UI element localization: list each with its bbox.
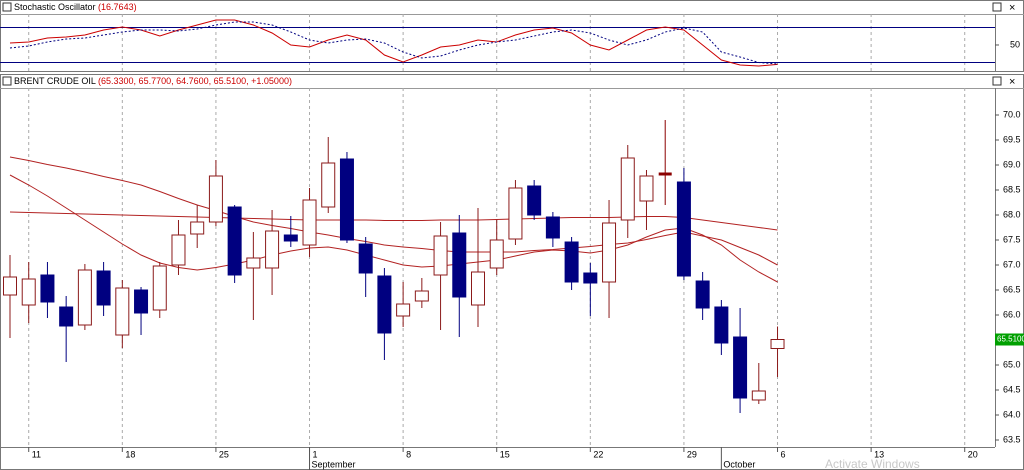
candle-body	[59, 306, 74, 327]
candle-body	[433, 235, 448, 276]
candle-body	[283, 234, 298, 242]
candle-body	[246, 257, 261, 269]
price-panel	[0, 74, 1024, 470]
candle-body	[452, 232, 467, 298]
panel-title: Stochastic Oscillator (16.7643)	[14, 2, 137, 12]
maximize-button[interactable]	[992, 2, 1002, 12]
y-tick-label: 65.0	[1003, 359, 1021, 369]
x-tick-label: 1	[313, 449, 318, 459]
y-tick-label: 70.0	[1003, 109, 1021, 119]
candle-body	[321, 162, 336, 208]
x-tick-label: 8	[406, 449, 411, 459]
x-tick-label: 20	[968, 449, 978, 459]
close-button[interactable]: ×	[1009, 2, 1015, 14]
panel-title: BRENT CRUDE OIL (65.3300, 65.7700, 64.76…	[14, 76, 292, 86]
candle-body	[545, 216, 560, 239]
candle-body	[3, 276, 17, 296]
y-tick-label: 69.0	[1003, 159, 1021, 169]
moving-average	[9, 156, 778, 266]
moving-average	[9, 174, 778, 283]
maximize-button[interactable]	[992, 76, 1002, 86]
x-tick-label: 15	[500, 449, 510, 459]
x-tick-label: 6	[781, 449, 786, 459]
candle-body	[152, 265, 167, 311]
candle-body	[751, 390, 766, 401]
candle-body	[77, 269, 92, 326]
y-tick-label: 68.5	[1003, 184, 1021, 194]
candle-body	[489, 239, 504, 269]
y-tick-label: 68.0	[1003, 209, 1021, 219]
month-label: September	[312, 459, 356, 469]
candle-body	[620, 157, 635, 221]
candle-body	[564, 241, 579, 283]
candle-body	[302, 199, 317, 246]
candle-body	[40, 274, 55, 303]
candle-body	[471, 271, 485, 306]
candle-body	[171, 234, 186, 266]
y-tick-label: 66.5	[1003, 284, 1021, 294]
candle-body	[396, 303, 411, 317]
moving-average	[9, 211, 778, 231]
y-tick-label: 63.5	[1003, 434, 1021, 444]
candle-body	[96, 270, 111, 306]
candle-body	[733, 336, 748, 399]
oscillator-line	[9, 19, 778, 67]
last-price-box	[995, 333, 1024, 346]
candle-body	[134, 289, 149, 314]
candle-body	[115, 287, 130, 336]
candle-body	[190, 221, 205, 235]
last-price-label: 65.5100	[997, 335, 1024, 344]
month-label: October	[723, 459, 755, 469]
y-tick-label: 69.5	[1003, 134, 1021, 144]
x-tick-label: 13	[874, 449, 884, 459]
candle-body	[583, 272, 598, 284]
candle-body	[602, 222, 617, 283]
y-tick-label: 67.0	[1003, 259, 1021, 269]
panel-icon[interactable]	[2, 76, 12, 86]
candle-body	[676, 181, 691, 277]
y-tick-label: 67.5	[1003, 234, 1021, 244]
candle-body	[339, 158, 354, 241]
candle-body	[208, 175, 223, 223]
panel-icon[interactable]	[2, 2, 12, 12]
candle-body	[770, 339, 785, 349]
candle-body	[695, 280, 710, 309]
candle-body	[227, 206, 242, 276]
close-button[interactable]: ×	[1009, 76, 1015, 88]
candle-body	[714, 306, 729, 344]
x-tick-label: 25	[219, 449, 229, 459]
y-tick-label: 64.5	[1003, 384, 1021, 394]
candle-body	[21, 278, 36, 306]
candle-body	[265, 230, 280, 269]
candle-body	[527, 185, 542, 216]
x-tick-label: 22	[593, 449, 603, 459]
y-tick-label: 64.0	[1003, 409, 1021, 419]
x-tick-label: 18	[125, 449, 135, 459]
candle-body	[639, 175, 654, 202]
candle-body	[414, 290, 429, 302]
x-tick-label: 29	[687, 449, 697, 459]
oscillator-line	[9, 21, 778, 65]
candle-body	[508, 187, 523, 240]
watermark: Activate Windows	[825, 457, 920, 470]
y-tick-label: 66.0	[1003, 309, 1021, 319]
y-tick-label: 50	[1010, 39, 1020, 49]
x-tick-label: 11	[32, 449, 41, 459]
candle-body	[377, 275, 392, 334]
candle-body	[358, 243, 373, 274]
